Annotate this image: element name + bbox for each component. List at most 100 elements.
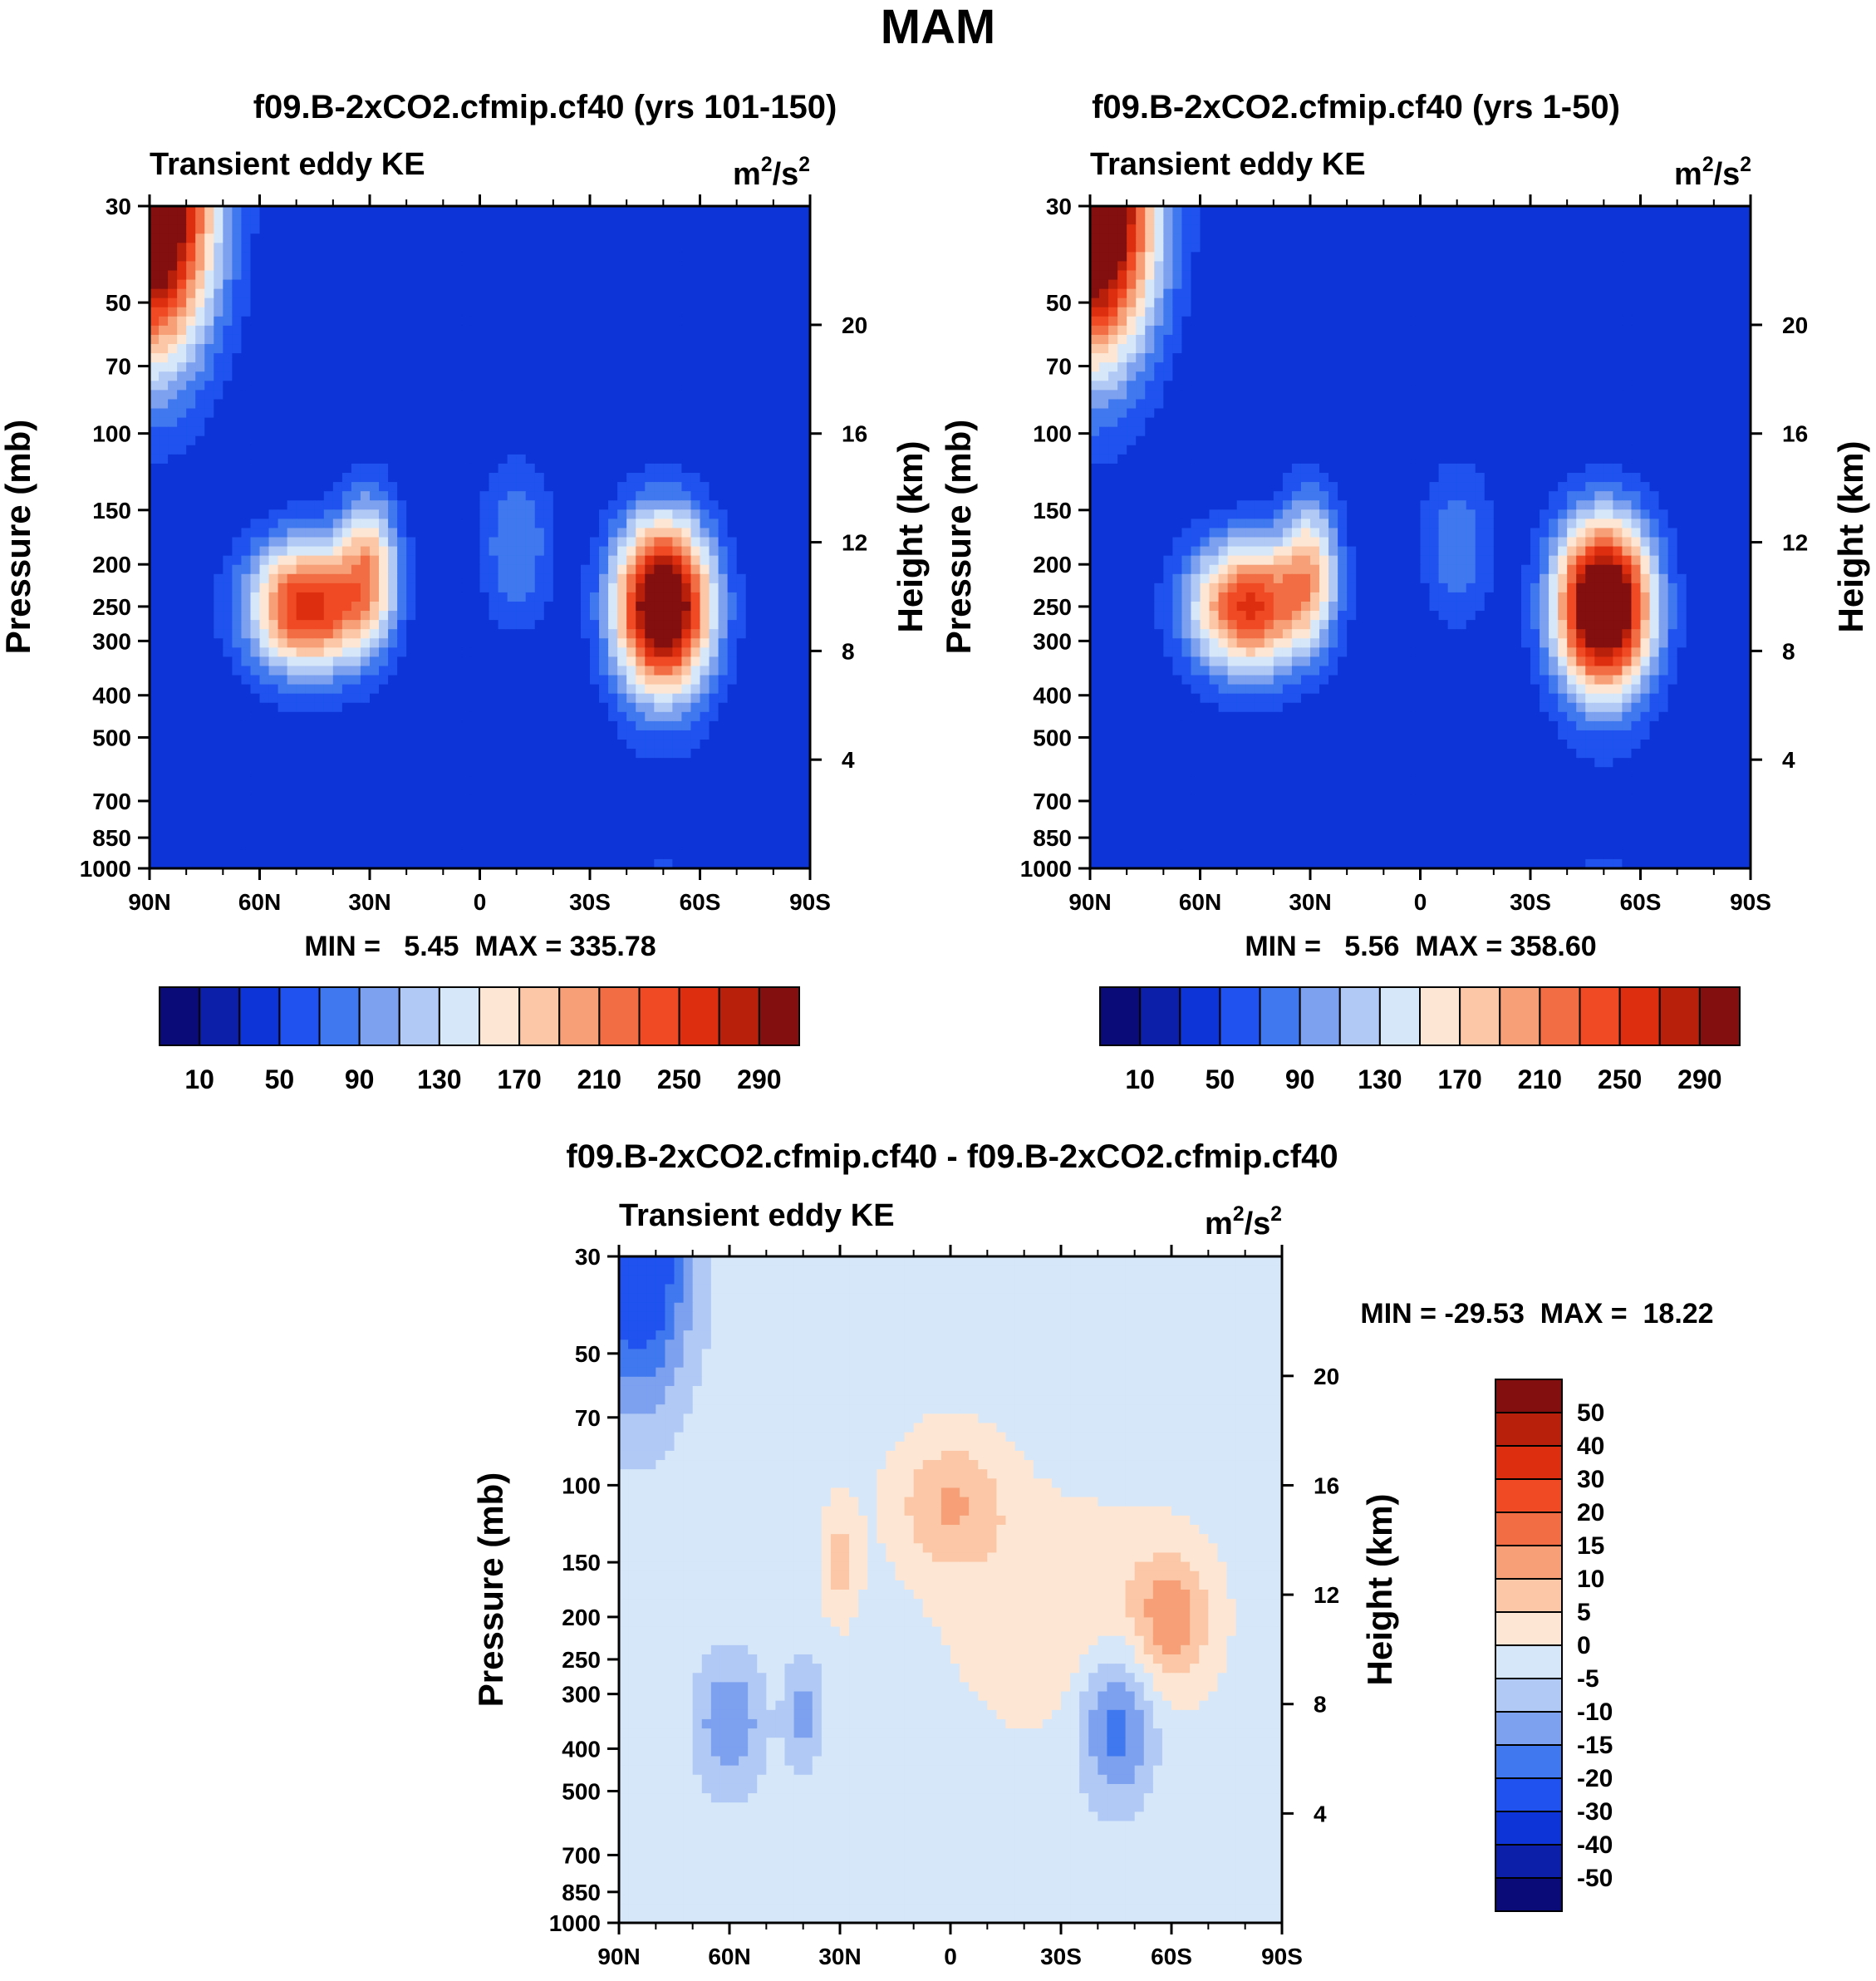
panel-a-cell	[406, 601, 416, 612]
panel-a-cell	[323, 206, 334, 216]
panel-a-cell	[791, 325, 802, 336]
panel-a-cell	[571, 546, 582, 557]
panel-a-cell	[525, 381, 536, 391]
panel-a-cell	[754, 702, 765, 713]
panel-a-cell	[552, 794, 563, 805]
panel-a-cell	[241, 482, 252, 492]
panel-a-cell	[360, 822, 371, 833]
panel-a-cell	[681, 243, 692, 253]
panel-a-cell	[150, 767, 160, 777]
panel-a-cell	[672, 583, 683, 593]
panel-a-cell	[690, 334, 701, 345]
panel-a-cell	[370, 822, 380, 833]
panel-a-cell	[434, 270, 444, 281]
panel-a-cell	[159, 270, 169, 281]
panel-a-cell	[800, 206, 811, 216]
panel-a-cell	[204, 822, 214, 833]
panel-a-cell	[443, 656, 453, 667]
panel-a-cell	[525, 243, 536, 253]
panel-a-cell	[617, 749, 627, 759]
panel-a-cell	[177, 537, 187, 548]
panel-a-cell	[580, 297, 591, 308]
panel-a-cell	[636, 381, 646, 391]
panel-a-cell	[461, 390, 472, 401]
panel-a-cell	[773, 509, 783, 519]
panel-a-cell	[150, 390, 160, 401]
panel-a-cell	[425, 445, 435, 455]
panel-a-cell	[562, 693, 572, 704]
panel-a-cell	[425, 720, 435, 731]
panel-a-cell	[341, 371, 352, 381]
panel-a-cell	[745, 473, 756, 483]
panel-a-cell	[590, 822, 600, 833]
panel-a-cell	[654, 785, 664, 796]
panel-a-cell	[516, 261, 527, 272]
panel-a-cell	[223, 693, 233, 704]
panel-a-cell	[268, 491, 279, 501]
panel-a-cell	[443, 243, 453, 253]
panel-a-cell	[177, 730, 187, 740]
panel-a-cell	[351, 353, 361, 363]
panel-a-cell	[590, 509, 600, 519]
panel-a-cell	[764, 261, 774, 272]
panel-a-cell	[443, 288, 453, 299]
panel-a-cell	[332, 546, 343, 557]
panel-a-cell	[323, 647, 334, 657]
panel-a-cell	[479, 666, 490, 676]
panel-a-cell	[791, 555, 802, 566]
panel-a-cell	[525, 334, 536, 345]
panel-a-cell	[470, 390, 481, 401]
panel-a-cell	[552, 334, 563, 345]
panel-a-cell	[232, 693, 243, 704]
panel-a-cell	[351, 288, 361, 299]
panel-a-cell	[718, 344, 729, 354]
panel-a-cell	[764, 252, 774, 263]
panel-a-cell	[700, 813, 710, 823]
panel-a-cell	[773, 546, 783, 557]
panel-a-cell	[552, 344, 563, 354]
panel-a-cell	[341, 822, 352, 833]
panel-a-cell	[636, 749, 646, 759]
panel-a-cell	[672, 482, 683, 492]
panel-a-cell	[599, 362, 609, 372]
panel-a-cell	[709, 473, 719, 483]
panel-a-cell	[150, 435, 160, 446]
panel-a-cell	[626, 767, 636, 777]
panel-a-cell	[727, 261, 738, 272]
panel-a-cell	[332, 233, 343, 243]
panel-a-cell	[645, 647, 655, 657]
panel-a-cell	[323, 711, 334, 722]
panel-a-cell	[268, 711, 279, 722]
panel-a-cell	[241, 647, 252, 657]
panel-a-cell	[259, 592, 270, 602]
panel-a-cell	[672, 463, 683, 474]
panel-a-cell	[782, 334, 793, 345]
panel-a-cell	[645, 785, 655, 796]
panel-a-cell	[351, 215, 361, 225]
panel-a-cell	[268, 206, 279, 216]
panel-a-cell	[736, 215, 747, 225]
panel-a-cell	[507, 390, 518, 401]
panel-a-cell	[332, 491, 343, 501]
panel-a-cell	[332, 813, 343, 823]
panel-a-cell	[552, 399, 563, 410]
panel-a-cell	[736, 316, 747, 327]
panel-a-cell	[489, 390, 499, 401]
panel-a-cell	[791, 206, 802, 216]
panel-a-cell	[571, 316, 582, 327]
panel-a-cell	[507, 473, 518, 483]
panel-a-cell	[443, 279, 453, 290]
panel-a-cell	[461, 702, 472, 713]
panel-a-cell	[700, 831, 710, 842]
panel-a-cell	[186, 794, 196, 805]
panel-a-cell	[479, 720, 490, 731]
panel-a-cell	[314, 270, 325, 281]
panel-a-cell	[791, 730, 802, 740]
panel-a-cell	[507, 620, 518, 630]
panel-a-cell	[773, 647, 783, 657]
panel-a-cell	[700, 702, 710, 713]
panel-a-cell	[232, 611, 243, 621]
panel-a-cell	[452, 758, 463, 768]
panel-a-cell	[534, 316, 545, 327]
panel-a-cell	[406, 528, 416, 538]
